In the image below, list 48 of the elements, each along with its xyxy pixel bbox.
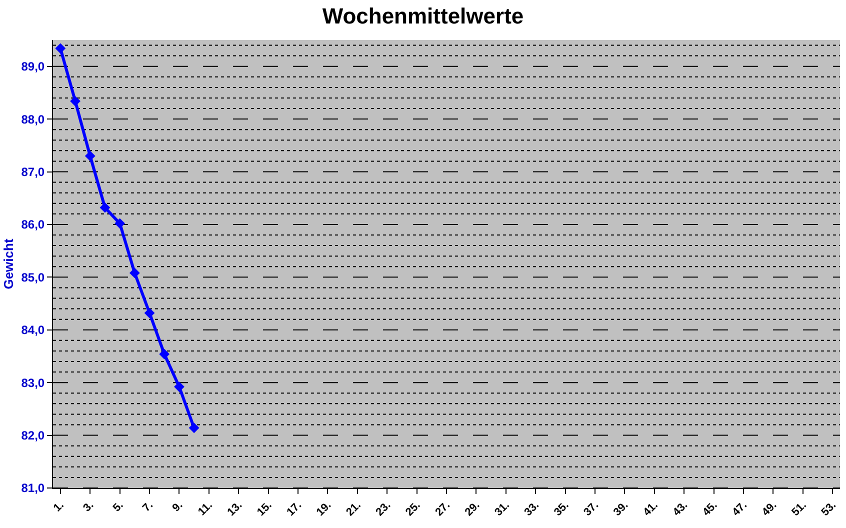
y-axis-title: Gewicht (1, 238, 16, 290)
y-tick-label: 81,0 (21, 481, 45, 496)
point (174, 382, 184, 392)
point (129, 268, 140, 278)
point (188, 422, 200, 434)
x-tick-label: 15. (255, 499, 274, 519)
x-tick-label: 5. (110, 499, 126, 514)
point (100, 202, 110, 213)
x-tick-label: 45. (700, 499, 720, 519)
y-tick-label: 89,0 (21, 60, 45, 74)
x-tick-label: 37. (582, 499, 601, 519)
x-tick-label: 17. (284, 499, 304, 519)
x-tick-label: 1. (51, 499, 66, 514)
x-tick-label: 13. (225, 499, 245, 519)
x-tick-label: 19. (314, 499, 334, 519)
x-tick-label: 23. (374, 499, 394, 519)
x-tick-label: 7. (140, 499, 156, 514)
x-tick-label: 25. (404, 499, 423, 519)
y-tick-label: 85,0 (21, 270, 45, 284)
x-tick-label: 41. (641, 499, 660, 519)
x-tick-label: 43. (670, 499, 690, 519)
x-tick-label: 27. (433, 499, 453, 519)
point (144, 308, 155, 318)
point (114, 218, 126, 229)
x-tick-label: 31. (492, 499, 512, 519)
x-tick-label: 51. (790, 499, 809, 519)
x-tick-label: 21. (344, 499, 364, 519)
point (84, 150, 96, 162)
x-tick-label: 3. (81, 499, 96, 514)
chart-title: Wochenmittelwerte (322, 3, 524, 28)
x-tick-label: 47. (730, 499, 750, 519)
x-tick-label: 53. (819, 499, 839, 519)
x-tick-label: 39. (611, 499, 631, 519)
y-tick-label: 88,0 (21, 112, 45, 126)
y-tick-label: 82,0 (21, 428, 45, 442)
point (159, 348, 170, 360)
y-tick-label: 86,0 (21, 218, 45, 232)
y-tick-label: 84,0 (21, 323, 45, 338)
point (55, 43, 66, 54)
x-tick-label: 35. (552, 499, 572, 519)
point (70, 96, 80, 106)
y-tick-label: 83,0 (21, 376, 45, 390)
x-tick-label: 33. (522, 499, 542, 519)
x-tick-label: 49. (760, 499, 780, 519)
y-tick-label: 87,0 (21, 164, 45, 179)
x-tick-label: 11. (196, 499, 215, 518)
x-tick-label: 29. (462, 499, 482, 519)
x-tick-label: 9. (170, 499, 186, 514)
